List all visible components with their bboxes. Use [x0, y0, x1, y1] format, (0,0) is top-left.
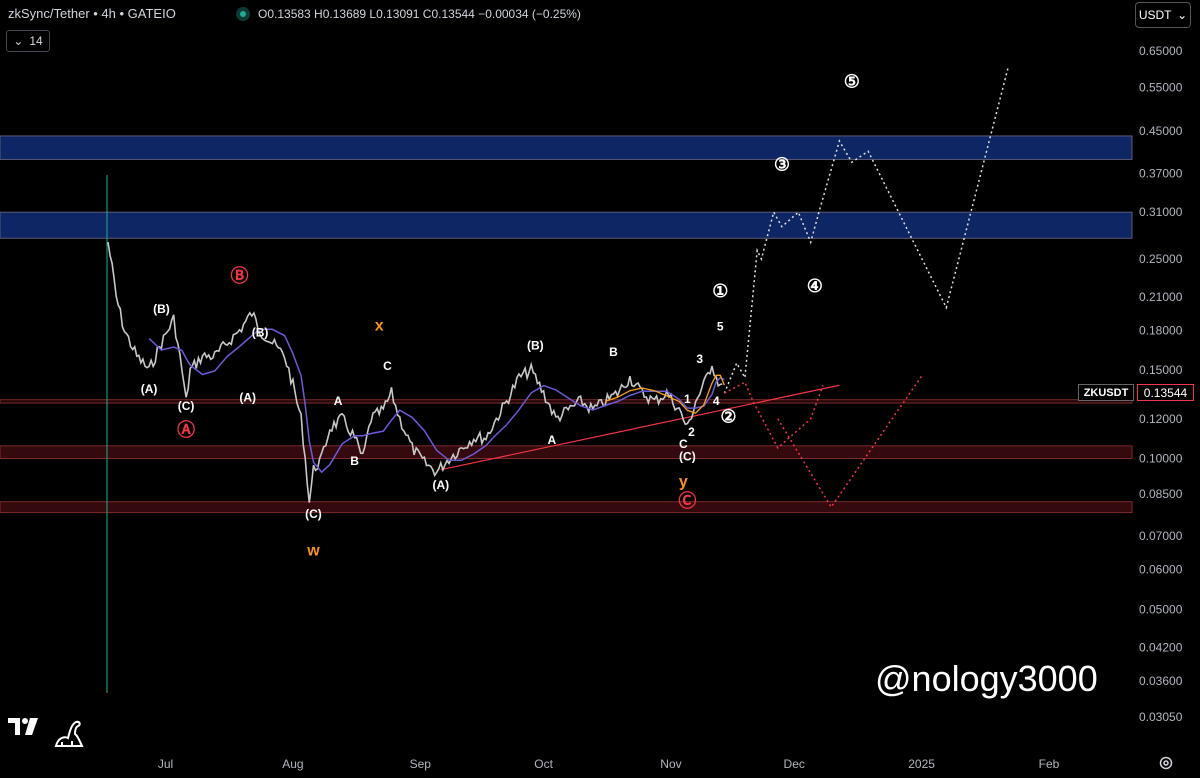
wave-label: ① — [712, 281, 728, 301]
price-axis: 0.65000 0.55000 0.45000 0.37000 0.31000 0.250… — [1139, 44, 1183, 724]
time-tick-label: Aug — [282, 757, 303, 771]
wave-label: C — [383, 359, 392, 373]
wave-label: ③ — [774, 155, 790, 175]
wave-label: (C) — [178, 399, 195, 413]
wave-label: C — [679, 437, 688, 451]
currency-button[interactable]: USDT ⌄ — [1135, 2, 1191, 28]
wave-label: (B) — [527, 338, 544, 352]
price-zone — [0, 135, 1133, 160]
wave-label: 1 — [684, 392, 691, 406]
wave-label: B — [609, 345, 618, 359]
moving-average-line — [148, 328, 725, 474]
price-tick-label: 0.31000 — [1139, 205, 1183, 219]
price-tick-label: 0.55000 — [1139, 80, 1183, 94]
wave-label: Ⓒ — [678, 490, 696, 511]
wave-label: 4 — [713, 394, 720, 408]
price-tick-label: 0.10000 — [1139, 451, 1183, 465]
price-zones — [0, 135, 1133, 693]
bullish-projection-path — [723, 68, 1009, 394]
wave-label: (A) — [433, 478, 450, 492]
price-tick-label: 0.15000 — [1139, 363, 1183, 377]
price-tick-label: 0.45000 — [1139, 124, 1183, 138]
market-status-icon — [236, 7, 250, 21]
time-tick-label: Dec — [784, 757, 805, 771]
currency-label: USDT — [1138, 8, 1172, 22]
price-tick-label: 0.03050 — [1139, 710, 1183, 724]
wave-labels: (B) (A) (C) Ⓐ Ⓑ (B) (A) (C) w A B Cx (A) (B) A B 1 2 3 4 5 ① ②… — [141, 71, 860, 559]
wave-label: A — [334, 394, 343, 408]
wave-label: A — [547, 433, 556, 447]
symbol-title[interactable]: zkSync/Tether • 4h • GATEIO — [8, 6, 176, 21]
projection-paths — [723, 68, 1009, 509]
time-tick-label: Oct — [534, 757, 553, 771]
price-zone — [0, 211, 1133, 239]
price-zone — [0, 399, 1133, 404]
indicator-count: 14 — [29, 34, 43, 48]
time-axis: Jul Aug Sep Oct Nov Dec 2025 Feb — [158, 757, 1060, 771]
wave-label: (C) — [679, 450, 696, 464]
price-tick-label: 0.06000 — [1139, 563, 1183, 577]
wave-label: 2 — [688, 425, 695, 439]
short-moving-average-line — [604, 374, 725, 414]
wave-label: y — [679, 473, 688, 490]
trendline-layer — [440, 384, 840, 471]
price-tick-label: 0.05000 — [1139, 602, 1183, 616]
indicator-toggle[interactable]: ⌄ 14 — [6, 30, 50, 52]
time-tick-label: Nov — [660, 757, 681, 771]
time-tick-label: Jul — [158, 757, 173, 771]
wave-label: x — [375, 318, 384, 335]
price-zone — [0, 445, 1133, 459]
price-tick-label: 0.08500 — [1139, 487, 1183, 501]
wave-label: (B) — [153, 302, 170, 316]
time-tick-label: 2025 — [908, 757, 935, 771]
ohlc-values: O0.13583 H0.13689 L0.13091 C0.13544 −0.0… — [258, 7, 581, 21]
wave-label: Ⓑ — [230, 265, 248, 286]
price-tick-label: 0.21000 — [1139, 290, 1183, 304]
wave-label: 5 — [717, 320, 724, 334]
dino-icon[interactable] — [52, 716, 86, 750]
bearish-projection-path — [777, 375, 923, 509]
price-tick-label: 0.37000 — [1139, 167, 1183, 181]
price-tick-label: 0.65000 — [1139, 44, 1183, 58]
price-tick-label: 0.03600 — [1139, 674, 1183, 688]
gear-icon[interactable] — [1158, 755, 1174, 771]
wave-label: (B) — [252, 326, 269, 340]
chevron-down-icon: ⌄ — [1177, 8, 1188, 22]
price-tick-label: 0.12000 — [1139, 412, 1183, 426]
bearish-projection-path — [724, 381, 824, 450]
price-line — [107, 241, 723, 503]
price-series — [107, 241, 725, 503]
wave-label: B — [350, 454, 359, 468]
price-tick-label: 0.07000 — [1139, 529, 1183, 543]
price-tick-label: 0.25000 — [1139, 252, 1183, 266]
time-tick-label: Feb — [1039, 757, 1060, 771]
wave-label: 3 — [696, 352, 703, 366]
header-bar: zkSync/Tether • 4h • GATEIO O0.13583 H0.… — [0, 0, 1200, 30]
price-zone — [0, 501, 1133, 514]
wave-label: ⑤ — [844, 71, 860, 91]
wave-label: (C) — [305, 507, 322, 521]
chevron-down-icon: ⌄ — [13, 34, 24, 48]
author-watermark: @nology3000 — [875, 658, 1098, 699]
wave-label: Ⓐ — [177, 419, 195, 440]
time-tick-label: Sep — [410, 757, 432, 771]
price-tick-label: 0.04200 — [1139, 640, 1183, 654]
support-trendline — [440, 384, 840, 471]
wave-label: ④ — [807, 276, 823, 296]
wave-label: ② — [720, 406, 736, 426]
last-price-label: 0.13544 — [1137, 384, 1194, 401]
wave-label: w — [306, 543, 320, 560]
price-tick-label: 0.18000 — [1139, 324, 1183, 338]
wave-label: (A) — [141, 382, 158, 396]
wave-label: (A) — [239, 390, 256, 404]
tradingview-logo-icon[interactable] — [8, 715, 44, 737]
symbol-price-label: ZKUSDT — [1078, 384, 1134, 401]
